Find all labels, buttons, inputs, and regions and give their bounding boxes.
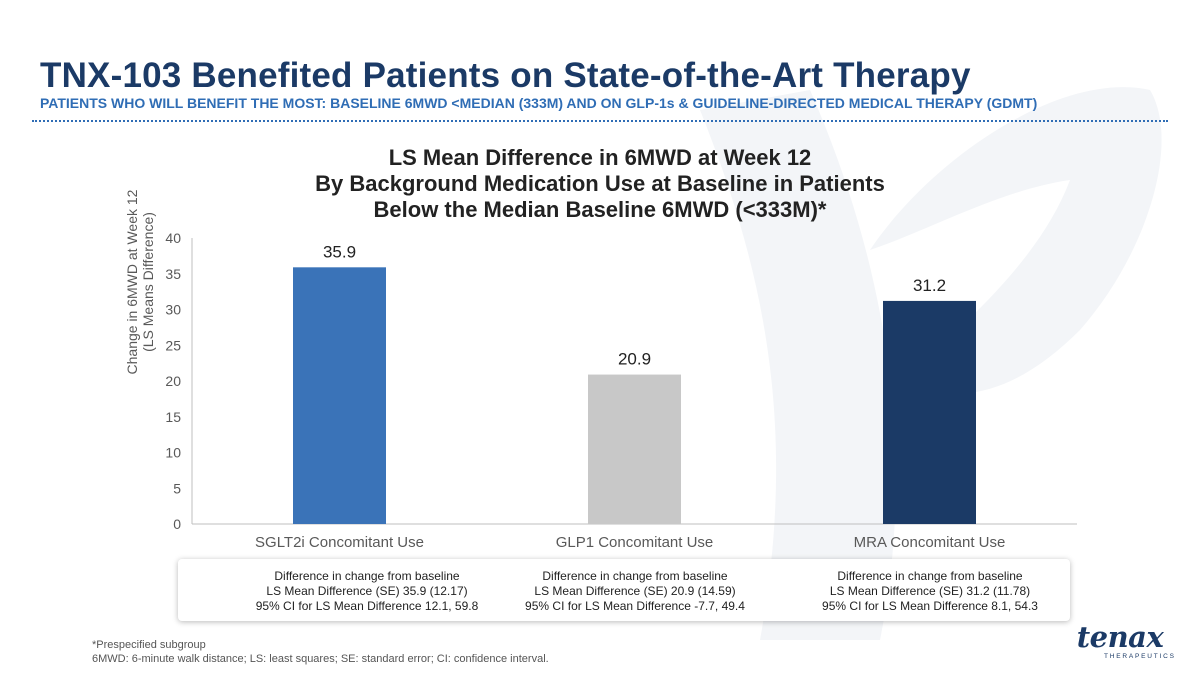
footnote-subgroup: *Prespecified subgroup [92, 639, 206, 651]
title-divider [32, 120, 1168, 122]
notes-box: Difference in change from baseline LS Me… [178, 559, 1070, 621]
footnote-abbreviations: 6MWD: 6-minute walk distance; LS: least … [92, 653, 549, 665]
note-line: Difference in change from baseline [274, 569, 460, 583]
footnotes: *Prespecified subgroup 6MWD: 6-minute wa… [92, 638, 549, 666]
data-label: 35.9 [323, 242, 356, 261]
note-line: 95% CI for LS Mean Difference 8.1, 54.3 [822, 599, 1038, 613]
x-tick-label: GLP1 Concomitant Use [556, 534, 714, 551]
bar [883, 300, 976, 524]
y-tick-label: 25 [165, 337, 181, 353]
y-tick-label: 30 [165, 302, 181, 318]
note-line: LS Mean Difference (SE) 31.2 (11.78) [829, 584, 1031, 598]
chart-title-line-2: By Background Medication Use at Baseline… [315, 171, 885, 196]
y-tick-label: 5 [173, 480, 181, 496]
data-label: 31.2 [913, 276, 946, 295]
note-line: LS Mean Difference (SE) 35.9 (12.17) [266, 584, 468, 598]
note-mra: Difference in change from baseline LS Me… [785, 569, 1075, 614]
bar [293, 267, 386, 524]
y-tick-label: 10 [165, 445, 181, 461]
page-subtitle: PATIENTS WHO WILL BENEFIT THE MOST: BASE… [40, 95, 1038, 111]
note-line: LS Mean Difference (SE) 20.9 (14.59) [534, 584, 736, 598]
note-sglt2i: Difference in change from baseline LS Me… [222, 569, 512, 614]
logo-subtext: THERAPEUTICS [1104, 653, 1176, 660]
note-line: Difference in change from baseline [837, 569, 1023, 583]
y-tick-label: 15 [165, 409, 181, 425]
x-tick-label: SGLT2i Concomitant Use [255, 534, 424, 551]
x-tick-label: MRA Concomitant Use [854, 534, 1006, 551]
note-line: 95% CI for LS Mean Difference -7.7, 49.4 [525, 599, 745, 613]
data-label: 20.9 [618, 350, 651, 369]
y-tick-label: 0 [173, 516, 181, 532]
note-glp1: Difference in change from baseline LS Me… [490, 569, 780, 614]
y-tick-label: 20 [165, 373, 181, 389]
y-tick-label: 40 [165, 230, 181, 246]
note-line: Difference in change from baseline [542, 569, 728, 583]
y-tick-label: 35 [165, 266, 181, 282]
page-title: TNX-103 Benefited Patients on State-of-t… [40, 56, 971, 95]
logo-wordmark: tenax [1076, 620, 1164, 654]
chart-title-line-1: LS Mean Difference in 6MWD at Week 12 [388, 145, 812, 170]
bar [588, 374, 681, 524]
note-line: 95% CI for LS Mean Difference 12.1, 59.8 [255, 599, 479, 613]
chart-title: LS Mean Difference in 6MWD at Week 12 By… [250, 145, 950, 223]
chart-title-line-3: Below the Median Baseline 6MWD (<333M)* [373, 197, 827, 222]
tenax-logo: tenax THERAPEUTICS [1070, 620, 1176, 660]
